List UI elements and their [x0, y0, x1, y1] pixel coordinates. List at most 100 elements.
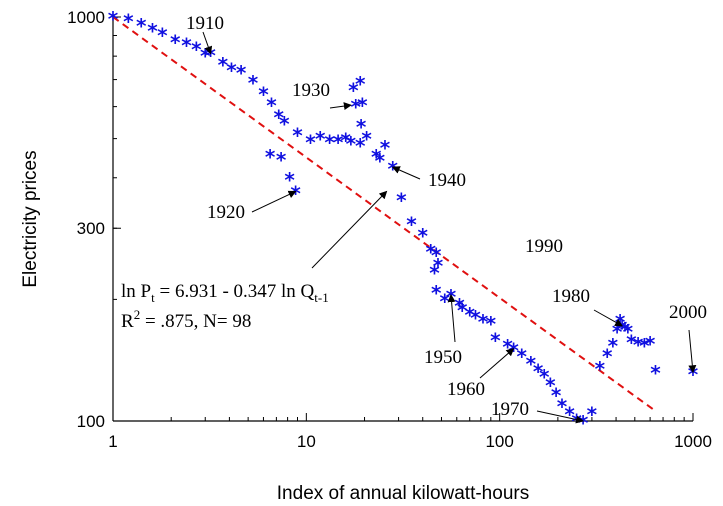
year-label: 1920	[207, 202, 245, 223]
equation-part: = .875, N= 98	[140, 311, 251, 332]
data-point: *	[218, 53, 229, 77]
data-point: *	[355, 134, 366, 158]
data-point: *	[380, 136, 391, 160]
data-point: *	[545, 373, 556, 397]
data-point: *	[375, 149, 386, 173]
data-point: *	[645, 332, 656, 356]
data-point: *	[191, 38, 202, 62]
data-point: *	[315, 127, 326, 151]
data-point: *	[284, 168, 295, 192]
data-point: *	[123, 10, 134, 34]
data-point: *	[526, 352, 537, 376]
data-point: *	[433, 254, 444, 278]
data-point: *	[108, 7, 119, 31]
data-point: *	[539, 365, 550, 389]
x-tick-label: 1000	[674, 432, 712, 451]
year-label: 1960	[447, 379, 485, 400]
data-point: *	[486, 312, 497, 336]
data-point: *	[371, 145, 382, 169]
year-label: 1980	[552, 286, 590, 307]
year-label: 1990	[525, 236, 563, 257]
data-point: *	[200, 44, 211, 68]
data-point: *	[608, 334, 619, 358]
equation-line-2: R2 = .875, N= 98	[121, 307, 251, 332]
data-point: *	[361, 127, 372, 151]
equation-part: ln P	[121, 281, 151, 302]
data-point: *	[136, 14, 147, 38]
data-point: *	[440, 289, 451, 313]
data-point: *	[478, 310, 489, 334]
data-point: *	[305, 130, 316, 154]
data-point: *	[533, 360, 544, 384]
annotation-arrow	[536, 410, 585, 424]
data-point: *	[181, 33, 192, 57]
year-label: 1950	[424, 347, 462, 368]
data-point: *	[324, 130, 335, 154]
data-point: *	[355, 72, 366, 96]
data-point: *	[516, 345, 527, 369]
year-label: 2000	[669, 302, 707, 323]
data-point: *	[470, 306, 481, 330]
data-point: *	[595, 357, 606, 381]
data-point: *	[688, 362, 699, 386]
data-point: *	[464, 303, 475, 327]
annotation-arrow	[688, 329, 697, 374]
x-tick-label: 1	[108, 432, 117, 451]
data-points: * * * * * * * *** ** * * **** * * ************ ****** **…	[108, 7, 699, 435]
annotation-arrow	[329, 102, 352, 111]
data-point: *	[356, 115, 367, 139]
year-label: 1910	[186, 13, 224, 34]
data-point: *	[350, 95, 361, 119]
data-point: *	[623, 320, 634, 344]
annotation-arrow	[593, 309, 624, 327]
data-point: *	[490, 329, 501, 353]
y-tick-label: 100	[77, 412, 105, 431]
x-axis-label: Index of annual kilowatt-hours	[277, 483, 529, 504]
data-point: *	[266, 94, 277, 118]
data-point: *	[157, 24, 168, 48]
data-point: *	[236, 61, 247, 85]
data-point: *	[639, 334, 650, 358]
data-point: *	[429, 261, 440, 285]
annotation-arrow	[391, 166, 421, 180]
data-point: *	[170, 30, 181, 54]
annotation-arrow	[447, 294, 456, 343]
data-point: *	[205, 44, 216, 68]
y-tick-label: 300	[77, 219, 105, 238]
equation-part: = 6.931 - 0.347 ln Q	[155, 281, 315, 302]
data-point: *	[276, 148, 287, 172]
fit-line-group	[112, 16, 654, 410]
annotation-arrow	[311, 190, 388, 269]
equation-superscript: 2	[134, 307, 141, 322]
data-point: *	[357, 94, 368, 118]
year-label: 1940	[428, 170, 466, 191]
data-point: *	[551, 383, 562, 407]
data-point: *	[348, 79, 359, 103]
axes: 1 10 100 1000 100 300 1000	[67, 8, 712, 451]
y-tick-label: 1000	[67, 8, 105, 27]
data-point: *	[602, 345, 613, 369]
data-point: *	[612, 320, 623, 344]
data-point: *	[564, 402, 575, 426]
data-point: *	[226, 59, 237, 83]
data-point: *	[279, 112, 290, 136]
year-label: 1930	[292, 80, 330, 101]
data-point: *	[633, 333, 644, 357]
data-point: *	[333, 130, 344, 154]
equation-subscript: t	[151, 290, 155, 305]
data-point: *	[346, 132, 357, 156]
data-point: *	[425, 240, 436, 264]
data-point: *	[274, 106, 285, 130]
annotation-arrow	[479, 348, 515, 379]
data-point: *	[396, 189, 407, 213]
data-point: *	[265, 145, 276, 169]
equation-subscript: t-1	[314, 290, 328, 305]
data-point: *	[147, 19, 158, 43]
data-point: *	[406, 212, 417, 236]
data-point: *	[457, 298, 468, 322]
data-point: *	[417, 224, 428, 248]
annotation-arrow	[251, 190, 297, 213]
equation-part: R	[121, 311, 134, 332]
data-point: *	[341, 129, 352, 153]
